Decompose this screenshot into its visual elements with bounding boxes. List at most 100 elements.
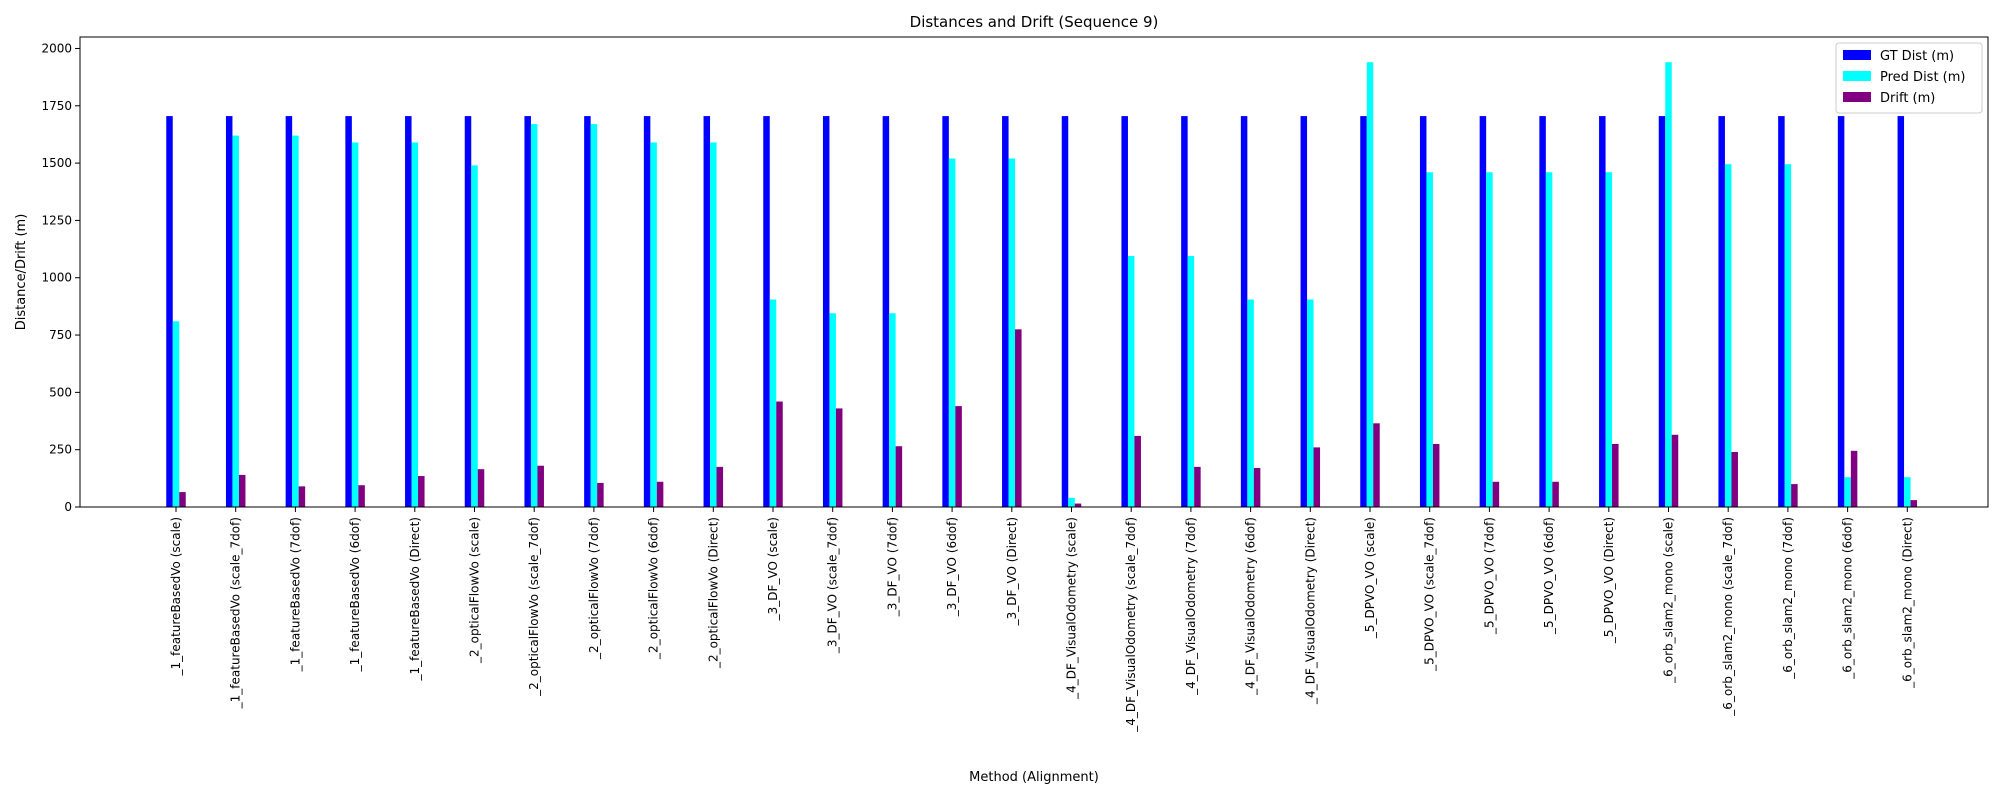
bar-series-0 — [1419, 116, 1427, 507]
legend-label-2: Drift (m) — [1880, 91, 1935, 106]
bar-series-1 — [1784, 164, 1792, 507]
bar-series-0 — [1121, 116, 1128, 507]
bar-series-2 — [1910, 500, 1918, 507]
y-tick-label: 2000 — [41, 41, 72, 55]
bar-series-1 — [1187, 255, 1195, 507]
x-tick-label: _2_opticalFlowVo (Direct) — [706, 517, 720, 669]
x-tick-label: _1_featureBasedVo (6dof) — [348, 517, 362, 672]
bar-series-0 — [1300, 116, 1308, 507]
bar-series-0 — [345, 116, 352, 507]
x-tick-label: _1_featureBasedVo (7dof) — [288, 517, 302, 672]
bar-series-1 — [1724, 164, 1732, 507]
bar-series-1 — [1486, 172, 1493, 507]
bar-series-2 — [477, 469, 485, 507]
x-tick-label: _3_DF_VO (7dof) — [885, 517, 899, 617]
bar-series-2 — [1552, 481, 1559, 507]
bar-series-0 — [942, 116, 949, 507]
bar-series-1 — [1068, 497, 1075, 507]
bar-series-2 — [1492, 481, 1500, 507]
legend-swatch-2 — [1843, 92, 1871, 102]
bar-series-1 — [1366, 62, 1374, 507]
bar-series-0 — [1897, 116, 1905, 507]
bar-series-1 — [829, 313, 836, 507]
bar-series-0 — [882, 116, 890, 507]
bar-series-0 — [285, 116, 293, 507]
bar-series-1 — [1008, 158, 1016, 507]
bar-series-1 — [1247, 299, 1254, 507]
y-tick-label: 1750 — [41, 99, 72, 113]
bar-series-1 — [530, 124, 538, 507]
bar-series-0 — [1061, 116, 1069, 507]
x-tick-label: _4_DF_VisualOdometry (7dof) — [1184, 517, 1198, 696]
chart-title: Distances and Drift (Sequence 9) — [910, 13, 1159, 31]
bar-series-0 — [1360, 116, 1367, 507]
bar-series-0 — [584, 116, 591, 507]
x-tick-label: _4_DF_VisualOdometry (scale_7dof) — [1124, 517, 1138, 733]
bar-series-0 — [822, 116, 830, 507]
legend-swatch-0 — [1843, 50, 1871, 60]
bar-series-0 — [1718, 116, 1725, 507]
bar-series-0 — [166, 116, 173, 507]
bar-series-2 — [776, 401, 783, 507]
x-tick-label: _1_featureBasedVo (scale_7dof) — [229, 517, 243, 709]
y-tick-label: 1500 — [41, 156, 72, 170]
bar-series-1 — [1605, 172, 1613, 507]
y-axis-label: Distance/Drift (m) — [14, 214, 29, 331]
bar-series-0 — [464, 116, 472, 507]
bar-series-0 — [405, 116, 412, 507]
y-tick-label: 250 — [49, 443, 72, 457]
bar-series-0 — [643, 116, 651, 507]
x-tick-label: _2_opticalFlowVo (6dof) — [647, 517, 661, 660]
bar-series-2 — [358, 485, 365, 507]
bar-series-1 — [710, 142, 717, 507]
bar-series-2 — [835, 408, 843, 507]
bar-series-0 — [1778, 116, 1785, 507]
bar-series-1 — [1307, 299, 1314, 507]
bar-series-0 — [1181, 116, 1188, 507]
x-tick-label: _2_opticalFlowVo (7dof) — [587, 517, 601, 660]
bar-series-0 — [1539, 116, 1546, 507]
x-tick-label: _4_DF_VisualOdometry (6dof) — [1244, 517, 1258, 696]
bar-series-1 — [1127, 255, 1135, 507]
x-tick-label: _5_DPVO_VO (7dof) — [1482, 517, 1496, 635]
bar-series-1 — [172, 321, 180, 507]
x-tick-label: _2_opticalFlowVo (scale_7dof) — [527, 517, 541, 697]
bar-series-1 — [1904, 477, 1911, 507]
bar-series-2 — [1850, 450, 1858, 507]
bar-series-2 — [1313, 447, 1321, 507]
x-tick-label: _4_DF_VisualOdometry (Direct) — [1303, 517, 1317, 705]
bar-series-1 — [411, 142, 419, 507]
bar-series-1 — [1545, 172, 1553, 507]
bar-series-1 — [351, 142, 359, 507]
bar-series-2 — [1671, 434, 1679, 507]
x-tick-label: _5_DPVO_VO (6dof) — [1542, 517, 1556, 635]
bar-series-1 — [232, 135, 239, 507]
bar-series-0 — [1599, 116, 1606, 507]
bar-series-0 — [524, 116, 531, 507]
x-tick-label: _5_DPVO_VO (scale_7dof) — [1423, 517, 1437, 672]
bar-series-1 — [471, 165, 478, 507]
bar-series-1 — [769, 299, 777, 507]
bar-series-2 — [537, 465, 544, 507]
bar-series-0 — [763, 116, 770, 507]
x-tick-label: _5_DPVO_VO (Direct) — [1602, 517, 1616, 644]
legend: GT Dist (m) Pred Dist (m) Drift (m) — [1835, 42, 1983, 114]
x-axis-label: Method (Alignment) — [969, 770, 1099, 785]
y-axis: 0 250 500 750 1000 1250 1500 1750 2000 — [41, 41, 80, 514]
legend-swatch-1 — [1843, 71, 1871, 81]
bar-series-2 — [1194, 466, 1201, 507]
bar-series-2 — [1253, 468, 1261, 507]
bar-series-1 — [948, 158, 956, 507]
bars-layer — [166, 62, 1918, 507]
bar-series-2 — [1074, 503, 1082, 507]
x-tick-label: _6_orb_slam2_mono (6dof) — [1841, 517, 1855, 680]
x-tick-label: _3_DF_VO (scale_7dof) — [826, 517, 840, 654]
legend-label-1: Pred Dist (m) — [1880, 70, 1965, 85]
y-tick-label: 1000 — [41, 271, 72, 285]
x-tick-label: _6_orb_slam2_mono (7dof) — [1781, 517, 1795, 680]
x-axis: _1_featureBasedVo (scale) _1_featureBased… — [169, 507, 1914, 733]
y-tick-label: 500 — [49, 385, 72, 399]
y-tick-label: 0 — [64, 500, 72, 514]
bar-series-2 — [1731, 451, 1738, 507]
